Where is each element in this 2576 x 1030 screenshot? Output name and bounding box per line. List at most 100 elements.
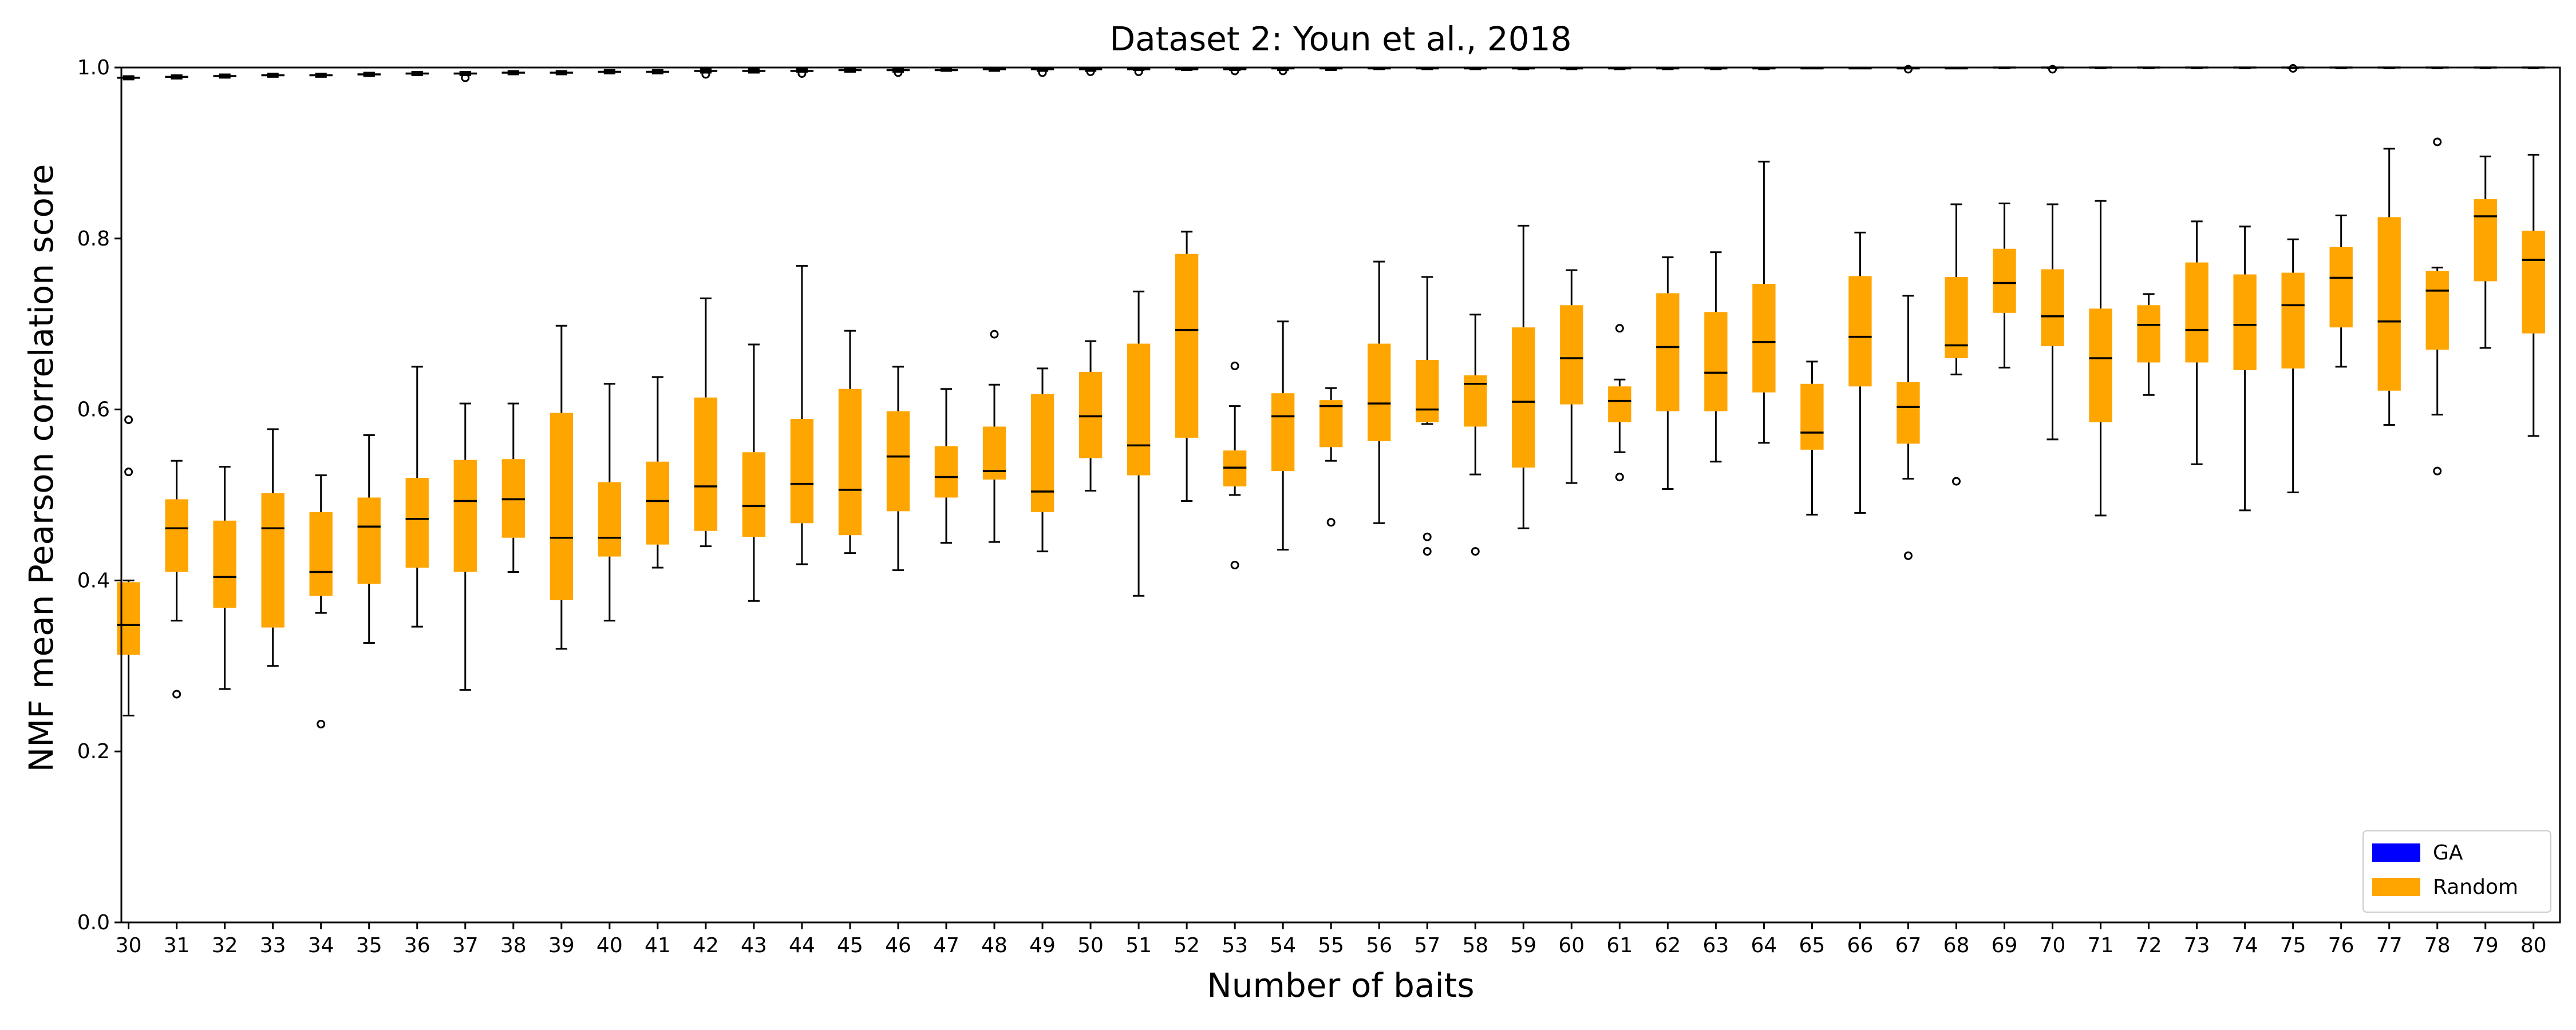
box-ga-40 <box>598 69 622 74</box>
x-tick-label: 38 <box>500 934 527 957</box>
box-random-54 <box>1271 320 1295 551</box>
box-random-59 <box>1512 224 1535 529</box>
x-tick-label: 45 <box>837 934 863 957</box>
outlier-point <box>317 719 326 728</box>
legend-label-ga: GA <box>2433 841 2463 865</box>
box-random-42 <box>694 297 718 548</box>
box-body <box>117 582 140 655</box>
x-tick-label: 78 <box>2424 934 2451 957</box>
box-body <box>1560 305 1583 405</box>
x-tick-label: 44 <box>789 934 815 957</box>
box-random-66 <box>1848 231 1872 514</box>
x-tick-label: 46 <box>885 934 911 957</box>
box-random-44 <box>790 265 814 565</box>
box-body <box>2233 274 2257 370</box>
box-body <box>2329 247 2353 328</box>
box-ga-37 <box>453 70 477 82</box>
x-tick-label: 48 <box>981 934 1008 957</box>
box-body <box>2522 231 2545 334</box>
box-body <box>598 482 622 557</box>
box-body <box>1319 400 1343 447</box>
legend: GA Random <box>2362 830 2551 913</box>
outlier-point <box>1038 68 1047 77</box>
box-body <box>1175 253 1199 438</box>
box-ga-32 <box>213 73 236 79</box>
legend-label-random: Random <box>2433 876 2518 899</box>
box-random-76 <box>2329 214 2353 368</box>
x-tick-label: 60 <box>1558 934 1585 957</box>
outlier-point <box>124 415 133 425</box>
x-tick-label: 51 <box>1125 934 1152 957</box>
x-tick-label: 57 <box>1414 934 1440 957</box>
box-body <box>646 461 670 545</box>
box-body <box>1608 386 1631 423</box>
box-body <box>838 389 862 536</box>
box-random-37 <box>453 402 477 691</box>
x-tick-label: 68 <box>1943 934 1970 957</box>
box-random-47 <box>934 388 958 544</box>
box-random-70 <box>2041 203 2064 441</box>
x-tick-label: 30 <box>116 934 142 957</box>
x-axis-title: Number of baits <box>1207 966 1474 1005</box>
box-random-33 <box>261 428 285 667</box>
x-tick-label: 53 <box>1222 934 1248 957</box>
box-random-63 <box>1704 251 1728 463</box>
box-random-68 <box>1945 203 1968 486</box>
outlier-point <box>461 73 470 82</box>
box-random-55 <box>1319 387 1343 527</box>
box-ga-41 <box>646 69 670 74</box>
box-body <box>2041 269 2064 347</box>
x-tick-label: 69 <box>1992 934 2018 957</box>
y-tick-label: 0.0 <box>77 911 110 934</box>
outlier-point <box>1423 547 1432 556</box>
box-random-43 <box>742 343 766 602</box>
box-random-62 <box>1656 256 1680 490</box>
x-tick-label: 77 <box>2376 934 2403 957</box>
box-random-61 <box>1608 324 1631 482</box>
box-random-46 <box>886 366 910 571</box>
y-axis-title: NMF mean Pearson correlation score <box>22 164 61 772</box>
box-body <box>213 520 236 608</box>
box-random-72 <box>2137 293 2160 396</box>
x-tick-label: 49 <box>1029 934 1056 957</box>
x-tick-label: 59 <box>1510 934 1536 957</box>
x-tick-label: 42 <box>693 934 719 957</box>
chart-title: Dataset 2: Youn et al., 2018 <box>1109 19 1571 58</box>
x-tick-label: 36 <box>404 934 430 957</box>
box-random-78 <box>2425 137 2449 476</box>
outlier-point <box>1903 65 1913 74</box>
y-tick-label: 0.4 <box>77 569 110 592</box>
box-body <box>2425 271 2449 350</box>
outlier-point <box>1230 561 1239 570</box>
x-tick-label: 56 <box>1366 934 1392 957</box>
box-body <box>2089 308 2112 423</box>
outlier-point <box>124 468 133 477</box>
box-random-45 <box>838 330 862 554</box>
x-tick-label: 62 <box>1654 934 1681 957</box>
y-tick-label: 0.8 <box>77 227 110 251</box>
box-body <box>1800 383 1824 450</box>
x-tick-label: 79 <box>2472 934 2499 957</box>
box-body <box>1897 382 1920 444</box>
x-tick-label: 67 <box>1895 934 1922 957</box>
box-body <box>261 493 285 628</box>
outlier-point <box>172 690 181 699</box>
box-body <box>1271 393 1295 472</box>
box-random-34 <box>309 474 333 728</box>
box-random-80 <box>2522 153 2545 437</box>
box-random-38 <box>501 402 525 573</box>
outlier-point <box>1903 551 1913 560</box>
outlier-point <box>797 69 807 78</box>
box-random-50 <box>1078 340 1103 492</box>
box-body <box>694 397 718 531</box>
box-body <box>1416 359 1439 423</box>
box-body <box>1030 394 1054 512</box>
box-random-64 <box>1752 160 1776 444</box>
outlier-point <box>2048 65 2057 74</box>
x-tick-label: 47 <box>933 934 959 957</box>
x-tick-label: 37 <box>452 934 479 957</box>
box-body <box>165 499 188 572</box>
outlier-point <box>701 70 710 79</box>
